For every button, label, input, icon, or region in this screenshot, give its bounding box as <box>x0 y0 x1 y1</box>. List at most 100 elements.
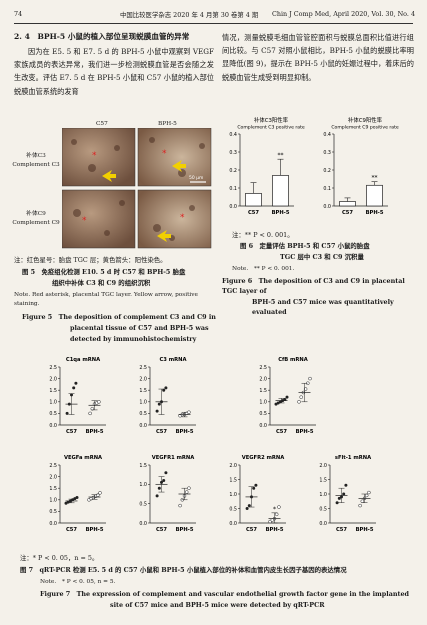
x-tick-label: BPH-5 <box>176 429 194 435</box>
data-point <box>96 493 100 497</box>
y-tick-label: 0.3 <box>323 150 331 156</box>
y-tick-label: 1.5 <box>259 388 267 394</box>
fig5-title-en-3: detected by immunohistochemistry <box>70 335 197 343</box>
data-point <box>178 503 182 508</box>
y-tick-label: 1.0 <box>319 492 327 498</box>
scale-label: 50 μm <box>189 175 203 181</box>
chart-title: VEGFR2 mRNA <box>242 455 285 461</box>
y-tick-label: 0.0 <box>259 423 267 429</box>
header-rule <box>14 23 413 24</box>
data-point <box>367 490 371 495</box>
y-tick-label: 2.5 <box>139 365 147 371</box>
fig5-col-bph5: BPH-5 <box>158 121 177 127</box>
x-tick-label: C57 <box>336 527 347 533</box>
data-point <box>247 504 251 508</box>
bar <box>245 193 262 207</box>
fig5-row-c9: 补体C9 Complement C9 <box>12 211 60 226</box>
fig7-title-en-2: site of C57 mice and BPH-5 mice were det… <box>110 601 325 609</box>
y-tick-label: 0.2 <box>229 168 237 174</box>
x-tick-label: BPH-5 <box>272 210 290 216</box>
data-point <box>97 400 101 404</box>
data-point <box>65 411 69 415</box>
section-heading: 2. 4 BPH-5 小鼠的植入部位呈现蜕膜血管的异常 <box>14 32 190 41</box>
y-tick-label: 2.0 <box>139 376 147 382</box>
y-tick-label: 0.0 <box>319 521 327 527</box>
x-tick-label: BPH-5 <box>86 527 104 533</box>
y-tick-label: 1.0 <box>139 400 147 406</box>
fig6-note-cn: 注：** P < 0. 001。 <box>232 231 294 239</box>
data-point <box>308 376 312 381</box>
x-tick-label: BPH-5 <box>176 527 194 533</box>
y-tick-label: 1.5 <box>319 477 327 483</box>
data-point <box>297 400 301 404</box>
paragraph-left: 因为在 E5. 5 和 E7. 5 d 的 BPH-5 小鼠中观察到 VEGF … <box>14 47 214 96</box>
journal-title-en: Chin J Comp Med, April 2020, Vol. 30, No… <box>272 10 416 18</box>
data-point <box>164 471 168 475</box>
x-tick-label: C57 <box>276 429 287 435</box>
fig7-title-en-1: Figure 7 The expression of complement an… <box>40 590 409 598</box>
y-tick-label: 0.5 <box>319 506 327 512</box>
y-tick-label: 2.0 <box>229 463 237 469</box>
data-point <box>254 483 258 487</box>
fig5-title-cn-2: 组织中补体 C3 和 C9 的组织沉积 <box>52 279 151 287</box>
red-asterisk: * <box>180 213 185 223</box>
data-point <box>73 497 77 501</box>
y-tick-label: 2.0 <box>49 474 57 480</box>
y-tick-label: 1.0 <box>139 482 147 488</box>
chart-title: 补体C3阳性率 <box>254 116 289 124</box>
data-point <box>337 496 341 500</box>
y-tick-label: 1.0 <box>49 498 57 504</box>
data-point <box>364 493 369 498</box>
y-tick-label: 1.0 <box>49 400 57 406</box>
data-point <box>162 478 166 482</box>
data-point <box>184 490 189 494</box>
y-tick-label: 0.5 <box>49 411 57 417</box>
y-tick-label: 2.0 <box>319 463 327 469</box>
data-point <box>155 409 159 413</box>
data-point <box>157 402 161 406</box>
chart-title: VEGFa mRNA <box>64 455 102 461</box>
fig5-note-en-2: staining. <box>14 301 40 307</box>
fig5-title-en-1: Figure 5 The deposition of complement C3… <box>22 313 216 321</box>
bar <box>366 184 383 207</box>
y-tick-label: 2.5 <box>259 365 267 371</box>
y-tick-label: 0.0 <box>229 204 237 210</box>
y-tick-label: 1.0 <box>229 492 237 498</box>
chart-title: sFlt-1 mRNA <box>335 455 371 461</box>
chart-title: C1qa mRNA <box>66 357 100 363</box>
y-tick-label: 0.1 <box>229 186 237 192</box>
x-tick-label: C57 <box>156 527 167 533</box>
significance-label: ** <box>372 175 378 182</box>
y-tick-label: 1.0 <box>259 400 267 406</box>
fig6-note-en: Note. ** P < 0. 001. <box>232 266 295 272</box>
fig5-row-c3: 补体C3 Complement C3 <box>12 153 60 168</box>
fig6-title-cn-2: TGC 层中 C3 和 C9 沉积量 <box>280 253 364 261</box>
y-tick-label: 1.5 <box>49 486 57 492</box>
fig7-note-en: Note. * P < 0. 05, n = 5. <box>40 579 116 585</box>
x-tick-label: C57 <box>66 429 77 435</box>
chart-subtitle: Complement C9 positive rate <box>331 125 399 131</box>
data-point <box>285 395 289 399</box>
y-tick-label: 0.4 <box>229 132 237 138</box>
chart-title: VEGFR1 mRNA <box>152 455 195 461</box>
y-tick-label: 0.5 <box>139 501 147 507</box>
y-tick-label: 0.0 <box>49 521 57 527</box>
y-tick-label: 0.2 <box>323 168 331 174</box>
data-point <box>98 491 102 495</box>
data-point <box>88 411 92 416</box>
data-point <box>335 501 339 505</box>
data-point <box>283 397 287 401</box>
data-point <box>358 503 362 508</box>
y-tick-label: 1.5 <box>49 388 57 394</box>
significance-label: * <box>273 506 276 513</box>
y-tick-label: 0.4 <box>323 132 331 138</box>
fig5-note-en-1: Note. Red asterisk, placental TGC layer.… <box>14 292 198 298</box>
fig6-title-en-1: Figure 6 The deposition of C3 and C9 in … <box>222 277 405 295</box>
fig5-col-c57: C57 <box>96 121 108 127</box>
fig6-title-en-2: BPH-5 and C57 mice was quantitatively ev… <box>252 298 394 316</box>
red-asterisk: * <box>92 151 97 161</box>
data-point <box>187 486 191 490</box>
micrograph-c57-c3 <box>62 128 136 187</box>
x-tick-label: BPH-5 <box>86 429 104 435</box>
